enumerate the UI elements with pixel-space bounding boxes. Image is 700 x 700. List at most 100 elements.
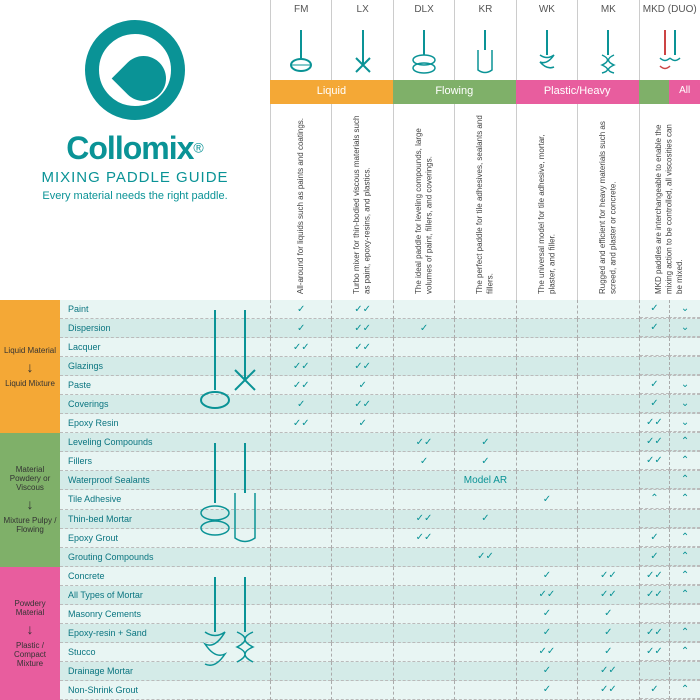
check-cell: ✓✓ bbox=[516, 643, 577, 662]
check-cell bbox=[393, 357, 454, 376]
check-cell: ✓✓ bbox=[270, 357, 331, 376]
check-cell: ✓ bbox=[577, 624, 638, 643]
check-cell bbox=[454, 586, 515, 605]
material-name: Fillers bbox=[60, 452, 190, 471]
check-cell bbox=[577, 319, 638, 338]
check-row: ✓✓✓✓✓⌄ bbox=[270, 319, 700, 338]
check-row: ✓✓✓✓ bbox=[270, 338, 700, 357]
check-row: ✓✓ bbox=[270, 605, 700, 624]
subtitle: MIXING PADDLE GUIDE bbox=[41, 169, 228, 186]
material-name: Tile Adhesive bbox=[60, 490, 190, 509]
material-name: Coverings bbox=[60, 395, 190, 414]
check-cell: ✓✓⌃ bbox=[639, 624, 700, 643]
paddle-description: Turbo mixer for thin-bodied viscous mate… bbox=[331, 104, 392, 300]
material-name: Leveling Compounds bbox=[60, 433, 190, 452]
check-cell bbox=[516, 433, 577, 452]
paddle-code: KR bbox=[454, 0, 515, 24]
check-cell: ✓⌄ bbox=[639, 376, 700, 395]
check-cell bbox=[454, 300, 515, 319]
check-cell: ✓✓⌃ bbox=[639, 452, 700, 471]
check-cell: ✓✓⌄ bbox=[639, 414, 700, 433]
check-cell bbox=[331, 490, 392, 509]
paddle-code: DLX bbox=[393, 0, 454, 24]
check-cell bbox=[516, 300, 577, 319]
check-cell: ✓✓ bbox=[393, 529, 454, 548]
check-cell bbox=[270, 643, 331, 662]
check-cell bbox=[270, 529, 331, 548]
paddle-icon bbox=[270, 24, 331, 80]
check-cell: ✓✓ bbox=[270, 338, 331, 357]
check-cell bbox=[516, 338, 577, 357]
check-cell bbox=[454, 319, 515, 338]
check-cell: ✓⌄ bbox=[639, 395, 700, 414]
check-cell: ✓✓ bbox=[331, 319, 392, 338]
material-name: Paste bbox=[60, 376, 190, 395]
check-cell bbox=[270, 586, 331, 605]
check-cell bbox=[270, 567, 331, 586]
material-name: Epoxy Grout bbox=[60, 529, 190, 548]
check-cell bbox=[393, 548, 454, 567]
check-cell bbox=[454, 376, 515, 395]
check-cell bbox=[516, 395, 577, 414]
check-cell: ✓ bbox=[577, 605, 638, 624]
check-row: ✓✓✓✓ bbox=[270, 357, 700, 376]
check-cell bbox=[577, 357, 638, 376]
category-flowing: Flowing bbox=[393, 80, 516, 104]
check-cell bbox=[577, 433, 638, 452]
check-cell: ✓✓⌃ bbox=[639, 567, 700, 586]
description-row: All-around for liquids such as paints an… bbox=[270, 104, 700, 300]
check-cell: ✓⌃ bbox=[639, 529, 700, 548]
section-labels: Liquid Material↓Liquid MixtureMaterial P… bbox=[0, 300, 60, 700]
check-cell bbox=[393, 376, 454, 395]
section-label: Material Powdery or Viscous↓Mixture Pulp… bbox=[0, 433, 60, 566]
category-all: All bbox=[639, 80, 700, 104]
guide-container: Collomix® MIXING PADDLE GUIDE Every mate… bbox=[0, 0, 700, 700]
check-cell: ✓✓ bbox=[331, 395, 392, 414]
check-cell: ✓ bbox=[516, 605, 577, 624]
check-cell bbox=[577, 471, 638, 490]
paddle-icon bbox=[454, 24, 515, 80]
material-name: Grouting Compounds bbox=[60, 548, 190, 567]
check-cell bbox=[393, 395, 454, 414]
check-cell: ✓ bbox=[454, 433, 515, 452]
paddle-code: LX bbox=[331, 0, 392, 24]
check-row: ✓✓✓✓✓⌃ bbox=[270, 643, 700, 662]
check-cell: Model AR bbox=[454, 471, 515, 490]
paddle-code: MK bbox=[577, 0, 638, 24]
check-cell bbox=[270, 605, 331, 624]
paddle-code: WK bbox=[516, 0, 577, 24]
check-cell: ✓✓ bbox=[331, 338, 392, 357]
material-name: Stucco bbox=[60, 643, 190, 662]
material-name: Non-Shrink Grout bbox=[60, 681, 190, 700]
check-cell bbox=[270, 433, 331, 452]
check-cell bbox=[454, 643, 515, 662]
check-cell bbox=[331, 471, 392, 490]
check-cell: ✓ bbox=[516, 662, 577, 681]
check-cell: ⌃ bbox=[639, 471, 700, 490]
check-row: ✓✓✓ bbox=[270, 662, 700, 681]
check-cell bbox=[639, 510, 700, 529]
check-cell bbox=[393, 662, 454, 681]
check-cell: ✓ bbox=[454, 510, 515, 529]
brand-name: Collomix® bbox=[66, 130, 203, 167]
check-cell: ✓✓ bbox=[454, 548, 515, 567]
paddle-icon bbox=[639, 24, 700, 80]
check-cell: ✓✓ bbox=[393, 510, 454, 529]
check-cell: ✓✓ bbox=[270, 376, 331, 395]
paddle-icons-row bbox=[270, 24, 700, 80]
check-cell: ✓✓⌃ bbox=[639, 433, 700, 452]
check-cell bbox=[454, 605, 515, 624]
check-cell bbox=[577, 529, 638, 548]
check-row: Model AR ⌃ bbox=[270, 471, 700, 490]
check-cell bbox=[639, 662, 700, 681]
check-cell bbox=[270, 490, 331, 509]
check-row: ✓✓✓✓⌃ bbox=[270, 452, 700, 471]
check-cell bbox=[577, 338, 638, 357]
check-cell bbox=[516, 548, 577, 567]
check-cell bbox=[393, 414, 454, 433]
category-liquid: Liquid bbox=[270, 80, 393, 104]
check-cell bbox=[393, 643, 454, 662]
check-cell bbox=[270, 662, 331, 681]
logo-area: Collomix® MIXING PADDLE GUIDE Every mate… bbox=[0, 0, 270, 300]
check-cell bbox=[454, 395, 515, 414]
